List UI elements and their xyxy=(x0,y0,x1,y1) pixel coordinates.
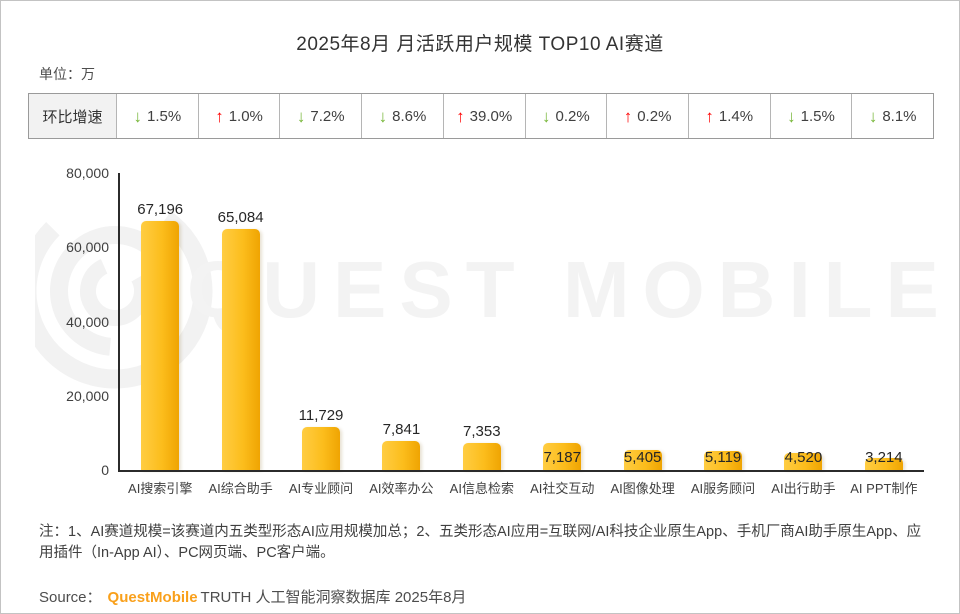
growth-value: 1.4% xyxy=(718,107,754,125)
bar xyxy=(864,458,903,470)
bar-slot: 65,084 xyxy=(200,174,280,470)
growth-table: 环比增速 ↓ 1.5% ↑ 1.0% ↓ 7.2% ↓ 8.6% ↑ 39.0% ↓ 0.2… xyxy=(28,93,934,139)
category-label: AI PPT制作 xyxy=(850,481,918,496)
bar-value-label: 5,405 xyxy=(623,449,662,466)
bar-value-label: 7,187 xyxy=(543,449,581,466)
bar-value-label: 11,729 xyxy=(298,406,344,424)
page-title: 2025年8月 月活跃用户规模 TOP10 AI赛道 xyxy=(296,34,664,55)
category-label: AI信息检索 xyxy=(449,481,514,496)
growth-cell: ↓ 8.6% xyxy=(362,94,444,138)
bar-value-label: 5,119 xyxy=(704,449,742,466)
growth-cell: ↓ 1.5% xyxy=(771,94,853,138)
growth-cell: ↑ 0.2% xyxy=(607,94,689,138)
growth-cell: ↓ 7.2% xyxy=(280,94,363,138)
bar xyxy=(382,441,421,470)
trend-down-icon: ↓ xyxy=(133,106,143,126)
category-label: AI搜索引擎 xyxy=(128,481,193,496)
category-label: AI图像处理 xyxy=(610,481,675,496)
y-tick-label: 40,000 xyxy=(66,314,109,330)
trend-down-icon: ↓ xyxy=(787,106,796,126)
trend-up-icon: ↑ xyxy=(705,106,714,126)
bar-slot: 3,214 xyxy=(844,174,924,470)
bar-value-label: 67,196 xyxy=(137,201,184,219)
growth-value: 1.0% xyxy=(228,107,263,125)
category-label: AI专业顾问 xyxy=(288,481,354,496)
x-axis xyxy=(118,470,924,472)
bar-slot: 11,729 xyxy=(281,174,361,470)
trend-down-icon: ↓ xyxy=(868,106,878,126)
bar-value-label: 4,520 xyxy=(784,449,823,466)
bar xyxy=(623,450,662,470)
bar xyxy=(221,229,260,470)
growth-cell: ↑ 1.0% xyxy=(199,94,281,138)
source-brand: QuestMobile xyxy=(107,589,198,606)
source-line: Source： QuestMobile TRUTH 人工智能洞察数据库 2025年8… xyxy=(39,586,466,607)
source-prefix: Source： xyxy=(39,589,102,606)
category-label: AI出行助手 xyxy=(771,481,836,496)
bar-slot: 7,187 xyxy=(522,174,602,470)
growth-value: 0.2% xyxy=(555,107,590,125)
bar-value-label: 7,353 xyxy=(463,422,501,440)
bar xyxy=(462,442,501,470)
growth-value: 8.6% xyxy=(392,107,427,125)
bar-slot: 7,841 xyxy=(361,174,441,470)
growth-row-header: 环比增速 xyxy=(29,94,117,138)
y-tick-label: 20,000 xyxy=(66,388,109,404)
y-tick-label: 60,000 xyxy=(66,239,109,255)
y-tick-label: 80,000 xyxy=(66,165,109,181)
bar xyxy=(543,443,582,470)
growth-cell: ↓ 0.2% xyxy=(526,94,608,138)
bar-chart: 67,196 65,084 11,729 7,841 7,353 7,187 5… xyxy=(120,174,924,470)
y-axis xyxy=(118,173,120,472)
growth-value: 0.2% xyxy=(637,107,672,125)
questmobile-watermark-text: QUEST MOBILE xyxy=(187,245,952,334)
bar-slot: 7,353 xyxy=(442,174,522,470)
bar xyxy=(784,453,823,470)
trend-up-icon: ↑ xyxy=(456,106,465,126)
trend-down-icon: ↓ xyxy=(378,106,388,126)
category-label: AI社交互动 xyxy=(530,481,595,496)
bar-value-label: 7,841 xyxy=(382,421,421,438)
growth-cell: ↑ 1.4% xyxy=(689,94,771,138)
trend-down-icon: ↓ xyxy=(296,106,306,126)
growth-cell: ↓ 8.1% xyxy=(852,94,933,138)
bar xyxy=(141,221,180,470)
growth-value: 1.5% xyxy=(147,107,182,125)
bar-slot: 5,119 xyxy=(683,174,763,470)
trend-up-icon: ↑ xyxy=(215,106,224,126)
source-suffix: TRUTH 人工智能洞察数据库 2025年8月 xyxy=(200,589,467,606)
bar xyxy=(302,426,341,470)
bar-value-label: 65,084 xyxy=(217,209,264,227)
growth-value: 8.1% xyxy=(882,107,917,125)
trend-up-icon: ↑ xyxy=(623,106,633,126)
growth-value: 39.0% xyxy=(469,107,513,125)
bar xyxy=(704,451,743,470)
bar-slot: 4,520 xyxy=(763,174,843,470)
growth-cell: ↑ 39.0% xyxy=(444,94,526,138)
growth-value: 7.2% xyxy=(310,107,345,125)
bar-slot: 67,196 xyxy=(120,174,200,470)
category-label: AI服务顾问 xyxy=(690,481,756,496)
y-tick-label: 0 xyxy=(101,462,109,478)
category-label: AI效率办公 xyxy=(369,481,434,496)
trend-down-icon: ↓ xyxy=(542,106,551,126)
growth-value: 1.5% xyxy=(800,107,835,125)
footnote-text: 注：1、AI赛道规模=该赛道内五类型形态AI应用规模加总；2、五类形态AI应用=… xyxy=(39,524,922,561)
bar-slot: 5,405 xyxy=(602,174,682,470)
category-axis: AI搜索引擎 AI综合助手 AI专业顾问 AI效率办公 AI信息检索 AI社交互… xyxy=(120,478,924,497)
bar-value-label: 3,214 xyxy=(865,449,903,466)
growth-cell: ↓ 1.5% xyxy=(117,94,199,138)
unit-label: 单位：万 xyxy=(39,66,95,82)
category-label: AI综合助手 xyxy=(208,481,273,496)
